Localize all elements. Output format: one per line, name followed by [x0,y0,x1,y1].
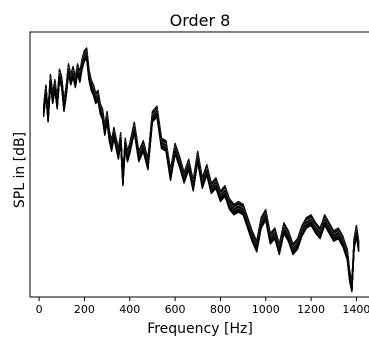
x-tick-label: 1200 [297,303,325,316]
x-axis-ticks: 0 200 400 600 800 1000 1200 1400 [36,297,369,316]
series-line [42,57,360,293]
x-tick-label: 200 [74,303,95,316]
x-tick-label: 1000 [252,303,280,316]
x-tick-label: 0 [36,303,43,316]
x-tick-label: 1400 [342,303,369,316]
x-tick-label: 600 [165,303,186,316]
axes-frame [29,31,369,298]
x-tick-label: 400 [119,303,140,316]
y-axis-label: SPL in [dB] [12,132,28,208]
x-axis-label: Frequency [Hz] [147,321,253,337]
chart-title: Order 8 [170,11,231,30]
x-tick-label: 800 [210,303,231,316]
plot-lines [42,47,360,293]
